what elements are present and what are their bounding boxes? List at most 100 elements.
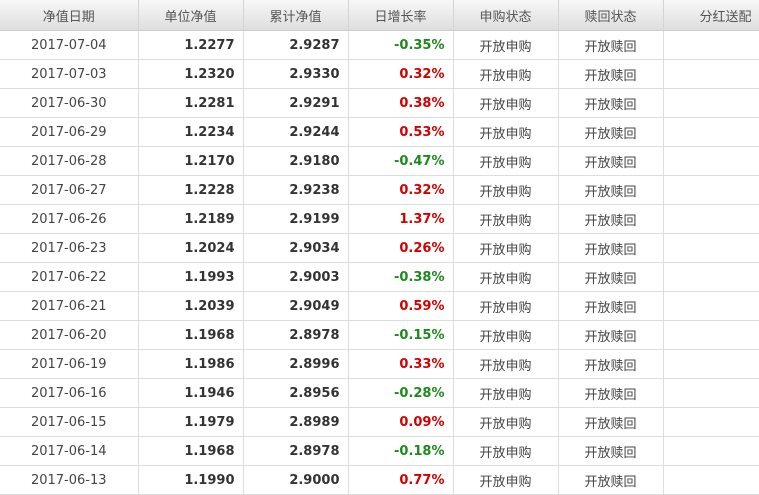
table-row: 2017-06-13 1.1990 2.9000 0.77% 开放申购 开放赎回 xyxy=(0,465,759,495)
unit-nav-cell: 1.2320 xyxy=(138,59,244,89)
acc-nav-cell: 2.9330 xyxy=(243,59,349,89)
acc-nav-cell: 2.9238 xyxy=(243,175,349,205)
purchase-status-cell: 开放申购 xyxy=(453,117,559,147)
purchase-status-cell: 开放申购 xyxy=(453,88,559,118)
header-date[interactable]: 净值日期 xyxy=(0,0,139,31)
daily-change-cell: -0.15% xyxy=(348,320,454,350)
redeem-status-cell: 开放赎回 xyxy=(558,233,664,263)
header-daily-change[interactable]: 日增长率 xyxy=(348,0,454,31)
dividend-cell xyxy=(663,436,759,466)
date-cell: 2017-06-26 xyxy=(0,204,139,234)
header-unit-nav[interactable]: 单位净值 xyxy=(138,0,244,31)
date-cell: 2017-06-21 xyxy=(0,291,139,321)
acc-nav-cell: 2.8996 xyxy=(243,349,349,379)
header-dividend[interactable]: 分红送配 xyxy=(663,0,759,31)
table-row: 2017-06-14 1.1968 2.8978 -0.18% 开放申购 开放赎回 xyxy=(0,436,759,466)
redeem-status-cell: 开放赎回 xyxy=(558,465,664,495)
acc-nav-cell: 2.9180 xyxy=(243,146,349,176)
acc-nav-cell: 2.9000 xyxy=(243,465,349,495)
date-cell: 2017-06-19 xyxy=(0,349,139,379)
unit-nav-cell: 1.1968 xyxy=(138,436,244,466)
redeem-status-cell: 开放赎回 xyxy=(558,262,664,292)
redeem-status-cell: 开放赎回 xyxy=(558,291,664,321)
daily-change-cell: 0.33% xyxy=(348,349,454,379)
purchase-status-cell: 开放申购 xyxy=(453,30,559,60)
dividend-cell xyxy=(663,233,759,263)
header-redeem-status[interactable]: 赎回状态 xyxy=(558,0,664,31)
unit-nav-cell: 1.1979 xyxy=(138,407,244,437)
header-purchase-status[interactable]: 申购状态 xyxy=(453,0,559,31)
acc-nav-cell: 2.9199 xyxy=(243,204,349,234)
daily-change-cell: 0.59% xyxy=(348,291,454,321)
acc-nav-cell: 2.9287 xyxy=(243,30,349,60)
purchase-status-cell: 开放申购 xyxy=(453,349,559,379)
unit-nav-cell: 1.2170 xyxy=(138,146,244,176)
header-row: 净值日期 单位净值 累计净值 日增长率 申购状态 赎回状态 分红送配 xyxy=(0,0,759,31)
dividend-cell xyxy=(663,204,759,234)
acc-nav-cell: 2.8978 xyxy=(243,436,349,466)
purchase-status-cell: 开放申购 xyxy=(453,320,559,350)
acc-nav-cell: 2.8989 xyxy=(243,407,349,437)
daily-change-cell: -0.38% xyxy=(348,262,454,292)
date-cell: 2017-06-13 xyxy=(0,465,139,495)
unit-nav-cell: 1.1968 xyxy=(138,320,244,350)
acc-nav-cell: 2.9003 xyxy=(243,262,349,292)
redeem-status-cell: 开放赎回 xyxy=(558,436,664,466)
purchase-status-cell: 开放申购 xyxy=(453,465,559,495)
date-cell: 2017-06-23 xyxy=(0,233,139,263)
purchase-status-cell: 开放申购 xyxy=(453,291,559,321)
dividend-cell xyxy=(663,291,759,321)
acc-nav-cell: 2.8956 xyxy=(243,378,349,408)
daily-change-cell: 0.09% xyxy=(348,407,454,437)
redeem-status-cell: 开放赎回 xyxy=(558,407,664,437)
purchase-status-cell: 开放申购 xyxy=(453,436,559,466)
table-row: 2017-06-16 1.1946 2.8956 -0.28% 开放申购 开放赎回 xyxy=(0,378,759,408)
date-cell: 2017-07-03 xyxy=(0,59,139,89)
dividend-cell xyxy=(663,117,759,147)
purchase-status-cell: 开放申购 xyxy=(453,233,559,263)
unit-nav-cell: 1.2228 xyxy=(138,175,244,205)
dividend-cell xyxy=(663,59,759,89)
dividend-cell xyxy=(663,175,759,205)
unit-nav-cell: 1.2189 xyxy=(138,204,244,234)
daily-change-cell: 0.32% xyxy=(348,175,454,205)
daily-change-cell: 0.26% xyxy=(348,233,454,263)
redeem-status-cell: 开放赎回 xyxy=(558,88,664,118)
purchase-status-cell: 开放申购 xyxy=(453,378,559,408)
redeem-status-cell: 开放赎回 xyxy=(558,204,664,234)
acc-nav-cell: 2.8978 xyxy=(243,320,349,350)
redeem-status-cell: 开放赎回 xyxy=(558,59,664,89)
date-cell: 2017-07-04 xyxy=(0,30,139,60)
date-cell: 2017-06-28 xyxy=(0,146,139,176)
acc-nav-cell: 2.9049 xyxy=(243,291,349,321)
purchase-status-cell: 开放申购 xyxy=(453,262,559,292)
date-cell: 2017-06-29 xyxy=(0,117,139,147)
date-cell: 2017-06-14 xyxy=(0,436,139,466)
dividend-cell xyxy=(663,320,759,350)
daily-change-cell: -0.35% xyxy=(348,30,454,60)
purchase-status-cell: 开放申购 xyxy=(453,59,559,89)
redeem-status-cell: 开放赎回 xyxy=(558,30,664,60)
daily-change-cell: -0.28% xyxy=(348,378,454,408)
date-cell: 2017-06-20 xyxy=(0,320,139,350)
date-cell: 2017-06-15 xyxy=(0,407,139,437)
table-row: 2017-06-22 1.1993 2.9003 -0.38% 开放申购 开放赎回 xyxy=(0,262,759,292)
unit-nav-cell: 1.1990 xyxy=(138,465,244,495)
table-row: 2017-06-30 1.2281 2.9291 0.38% 开放申购 开放赎回 xyxy=(0,88,759,118)
daily-change-cell: 0.77% xyxy=(348,465,454,495)
purchase-status-cell: 开放申购 xyxy=(453,204,559,234)
unit-nav-cell: 1.2234 xyxy=(138,117,244,147)
dividend-cell xyxy=(663,88,759,118)
daily-change-cell: -0.18% xyxy=(348,436,454,466)
table-row: 2017-07-04 1.2277 2.9287 -0.35% 开放申购 开放赎回 xyxy=(0,30,759,60)
dividend-cell xyxy=(663,378,759,408)
dividend-cell xyxy=(663,146,759,176)
acc-nav-cell: 2.9244 xyxy=(243,117,349,147)
unit-nav-cell: 1.1946 xyxy=(138,378,244,408)
unit-nav-cell: 1.2039 xyxy=(138,291,244,321)
header-acc-nav[interactable]: 累计净值 xyxy=(243,0,349,31)
table-row: 2017-06-29 1.2234 2.9244 0.53% 开放申购 开放赎回 xyxy=(0,117,759,147)
dividend-cell xyxy=(663,407,759,437)
daily-change-cell: 0.32% xyxy=(348,59,454,89)
